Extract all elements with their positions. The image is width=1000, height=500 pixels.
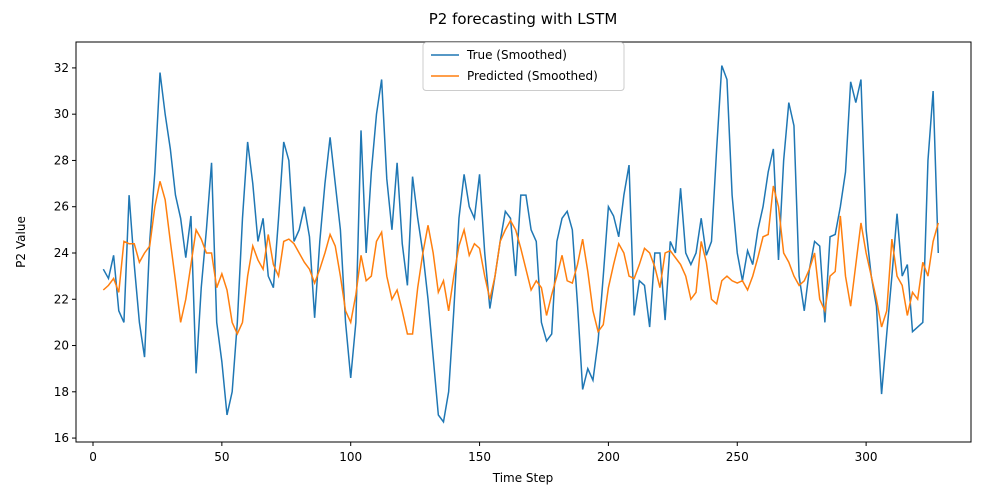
x-tick-label: 250	[726, 450, 749, 464]
y-tick-label: 30	[54, 107, 69, 121]
y-axis-label: P2 Value	[14, 216, 28, 268]
y-tick-label: 20	[54, 339, 69, 353]
legend-label: True (Smoothed)	[466, 48, 567, 62]
x-tick-label: 50	[214, 450, 229, 464]
x-tick-label: 100	[339, 450, 362, 464]
plot-frame	[75, 41, 972, 443]
y-tick-label: 16	[54, 431, 69, 445]
series-line	[102, 181, 939, 336]
y-tick-label: 32	[54, 61, 69, 75]
y-tick-label: 24	[54, 246, 69, 260]
y-tick-label: 18	[54, 385, 69, 399]
legend-box	[422, 42, 625, 91]
x-tick-label: 0	[89, 450, 97, 464]
x-tick-label: 300	[855, 450, 878, 464]
y-tick-label: 28	[54, 153, 69, 167]
x-tick-label: 150	[468, 450, 491, 464]
legend-label: Predicted (Smoothed)	[467, 69, 598, 83]
series-line	[102, 65, 940, 424]
y-tick-label: 26	[54, 200, 69, 214]
x-axis-label: Time Step	[492, 471, 554, 485]
y-tick-label: 22	[54, 292, 69, 306]
x-tick-label: 200	[597, 450, 620, 464]
chart-title: P2 forecasting with LSTM	[429, 10, 618, 28]
